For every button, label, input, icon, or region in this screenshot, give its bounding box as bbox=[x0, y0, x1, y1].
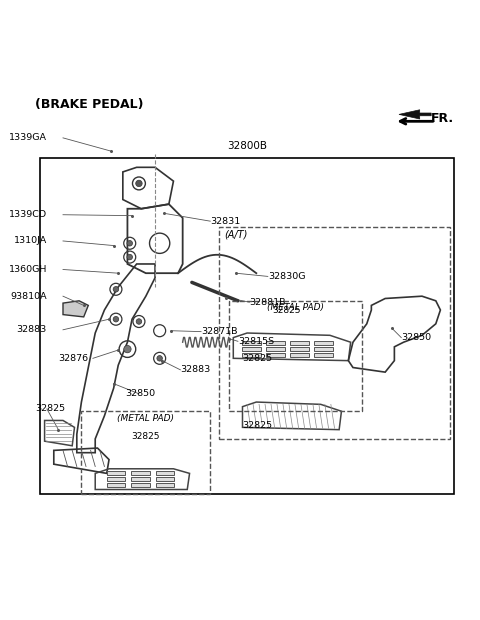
Bar bbox=[290, 347, 309, 352]
Text: 32850: 32850 bbox=[125, 389, 155, 398]
Circle shape bbox=[113, 316, 119, 322]
Text: 32825: 32825 bbox=[242, 354, 273, 363]
Text: 32825: 32825 bbox=[272, 306, 300, 314]
Bar bbox=[314, 353, 333, 357]
Text: 32800B: 32800B bbox=[227, 141, 267, 151]
Bar bbox=[107, 477, 125, 481]
Text: (METAL PAD): (METAL PAD) bbox=[117, 414, 174, 423]
Bar bbox=[266, 341, 285, 345]
Bar bbox=[40, 158, 454, 494]
Polygon shape bbox=[399, 110, 431, 119]
Bar bbox=[242, 347, 261, 352]
Bar bbox=[266, 353, 285, 357]
Bar bbox=[314, 347, 333, 352]
Text: (BRAKE PEDAL): (BRAKE PEDAL) bbox=[36, 99, 144, 111]
Text: 32883: 32883 bbox=[180, 365, 211, 374]
Bar bbox=[156, 471, 174, 475]
Bar bbox=[131, 471, 150, 475]
Bar bbox=[107, 483, 125, 487]
Polygon shape bbox=[63, 301, 88, 317]
Text: 1360GH: 1360GH bbox=[9, 265, 47, 274]
Bar bbox=[82, 411, 210, 494]
Bar bbox=[219, 227, 450, 439]
Text: 32825: 32825 bbox=[242, 422, 273, 430]
Text: 1339CD: 1339CD bbox=[9, 210, 47, 219]
Circle shape bbox=[157, 355, 162, 361]
Bar bbox=[242, 353, 261, 357]
Text: FR.: FR. bbox=[431, 112, 455, 125]
Bar bbox=[228, 301, 362, 411]
Bar bbox=[156, 483, 174, 487]
Bar bbox=[314, 341, 333, 345]
Text: 32815S: 32815S bbox=[238, 337, 274, 346]
Text: 32825: 32825 bbox=[36, 404, 65, 414]
Circle shape bbox=[136, 180, 142, 187]
Text: 1339GA: 1339GA bbox=[9, 133, 47, 143]
Text: 32881B: 32881B bbox=[250, 298, 286, 307]
Bar bbox=[242, 341, 261, 345]
Text: (METAL PAD): (METAL PAD) bbox=[267, 303, 324, 312]
Bar bbox=[156, 477, 174, 481]
Circle shape bbox=[127, 241, 132, 246]
Bar bbox=[107, 471, 125, 475]
Bar bbox=[131, 483, 150, 487]
Text: (A/T): (A/T) bbox=[224, 229, 248, 239]
Bar bbox=[290, 353, 309, 357]
Text: 32850: 32850 bbox=[401, 333, 432, 342]
Text: 32831: 32831 bbox=[210, 216, 240, 226]
Circle shape bbox=[127, 254, 132, 260]
Circle shape bbox=[113, 286, 119, 292]
Circle shape bbox=[136, 319, 142, 324]
Text: 32883: 32883 bbox=[17, 326, 47, 334]
Bar bbox=[131, 477, 150, 481]
Text: 1310JA: 1310JA bbox=[13, 236, 47, 246]
Circle shape bbox=[124, 345, 131, 353]
Text: 32825: 32825 bbox=[132, 432, 160, 441]
Text: 32830G: 32830G bbox=[268, 272, 305, 281]
Bar bbox=[290, 341, 309, 345]
Text: 93810A: 93810A bbox=[10, 291, 47, 301]
Bar bbox=[266, 347, 285, 352]
Text: 32876: 32876 bbox=[58, 354, 88, 363]
Text: 32871B: 32871B bbox=[201, 327, 238, 336]
